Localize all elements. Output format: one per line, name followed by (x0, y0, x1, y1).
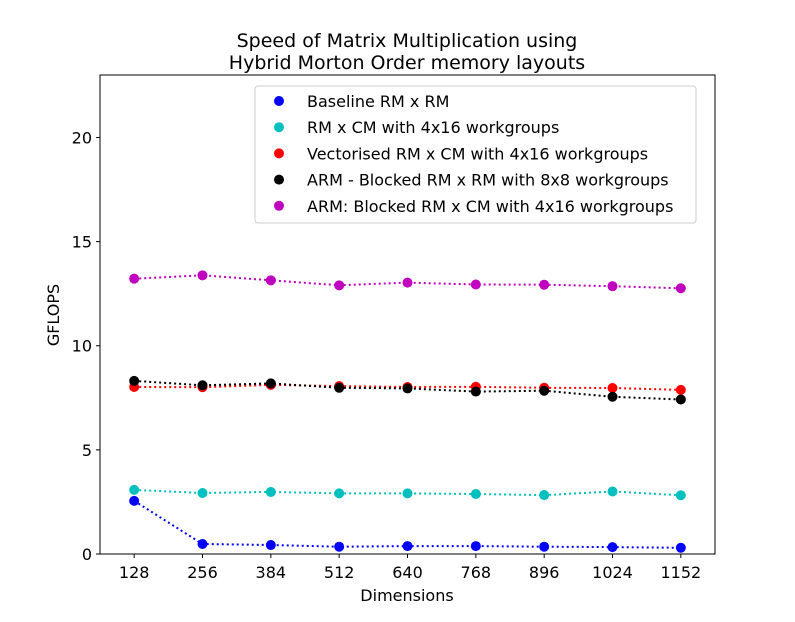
data-point (197, 380, 208, 391)
data-point (675, 542, 686, 553)
x-tick-label: 1024 (592, 563, 633, 582)
data-point (129, 273, 140, 284)
data-point (470, 541, 481, 552)
series-line-0 (133, 500, 681, 549)
legend-label: ARM: Blocked RM x CM with 4x16 workgroup… (307, 197, 673, 216)
legend-marker (274, 200, 284, 211)
legend-marker (274, 174, 284, 185)
data-point (470, 279, 481, 290)
data-point (334, 280, 345, 291)
legend-marker (274, 122, 284, 133)
data-point (129, 375, 140, 386)
x-axis-label: Dimensions (360, 586, 453, 605)
data-point (470, 489, 481, 500)
y-tick-label: 5 (82, 441, 92, 460)
data-point (197, 487, 208, 498)
x-tick-label: 128 (119, 563, 150, 582)
y-axis-label: GFLOPS (44, 284, 63, 346)
legend: Baseline RM x RM RM x CM with 4x16 workgr… (254, 85, 697, 224)
legend-label: ARM - Blocked RM x RM with 8x8 workgroup… (307, 171, 669, 190)
y-tick-label: 10 (72, 337, 92, 356)
data-point (197, 270, 208, 281)
data-point (402, 383, 413, 394)
series-line-1 (134, 488, 681, 497)
data-point (539, 279, 550, 290)
data-point (129, 484, 140, 495)
data-point (265, 540, 276, 551)
data-point (402, 277, 413, 288)
x-tick-label: 768 (461, 563, 492, 582)
chart-title-line-2: Hybrid Morton Order memory layouts (229, 52, 585, 74)
data-point (539, 490, 550, 501)
legend-label: Baseline RM x RM (307, 92, 449, 111)
y-tick-label: 0 (82, 545, 92, 564)
data-point (402, 488, 413, 499)
data-point (402, 541, 413, 552)
data-point (265, 275, 276, 286)
data-point (607, 281, 618, 292)
legend-marker (274, 148, 284, 159)
x-axis: 128 256 384 512 640 768 896 1024 1152 (119, 554, 701, 582)
y-tick-label: 20 (72, 128, 92, 147)
x-tick-label: 640 (392, 563, 423, 582)
data-point (675, 394, 686, 405)
chart-title-line-1: Speed of Matrix Multiplication using (237, 30, 578, 52)
plot-area (129, 270, 686, 553)
y-tick-label: 15 (72, 233, 92, 252)
x-tick-label: 384 (256, 563, 287, 582)
data-point (607, 383, 618, 394)
data-point (607, 486, 618, 497)
series-line-4 (134, 274, 681, 290)
legend-marker (274, 96, 284, 106)
x-tick-label: 256 (187, 563, 218, 582)
data-point (265, 486, 276, 497)
series-line-2 (134, 383, 681, 391)
y-axis: 0 5 10 15 20 (72, 128, 100, 564)
data-point (539, 385, 550, 396)
data-point (265, 378, 276, 389)
data-point (607, 391, 618, 402)
legend-label: RM x CM with 4x16 workgroups (307, 118, 559, 137)
data-point (675, 384, 686, 395)
data-point (334, 382, 345, 393)
data-point (675, 283, 686, 294)
x-tick-label: 512 (324, 563, 355, 582)
x-tick-label: 1152 (660, 563, 701, 582)
data-point (129, 495, 140, 506)
data-point (334, 541, 345, 552)
data-point (607, 542, 618, 553)
data-point (334, 488, 345, 499)
x-tick-label: 896 (529, 563, 560, 582)
data-point (675, 490, 686, 501)
series-line-3 (134, 379, 681, 401)
data-point (539, 541, 550, 552)
legend-label: Vectorised RM x CM with 4x16 workgroups (307, 144, 648, 163)
data-point (197, 539, 208, 550)
legend-box (254, 85, 697, 224)
data-point (470, 386, 481, 397)
